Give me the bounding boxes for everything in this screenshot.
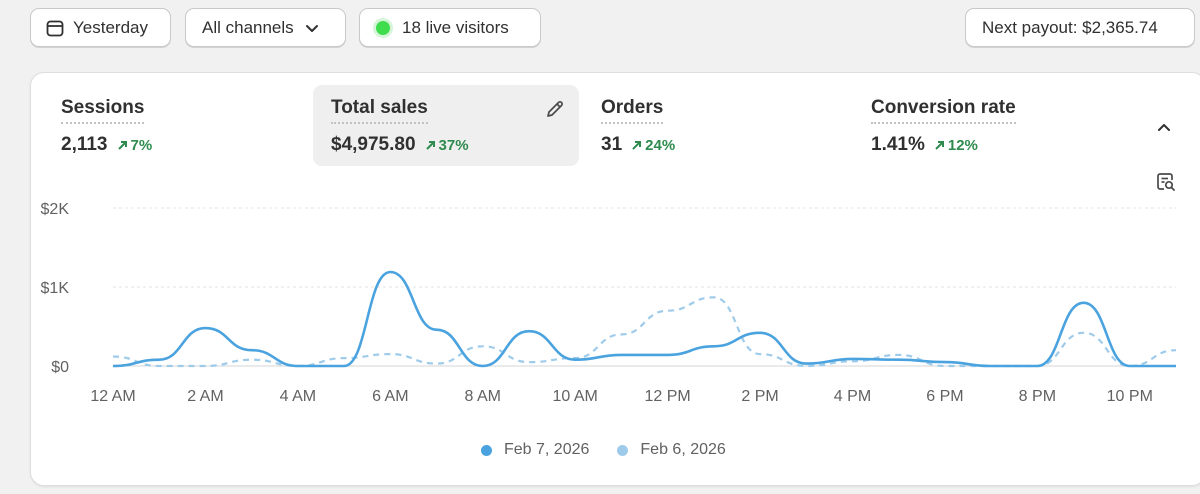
metric-value: 2,113 xyxy=(61,134,108,155)
metric-change-value: 37% xyxy=(438,136,469,154)
legend-label: Feb 6, 2026 xyxy=(640,441,726,458)
x-tick-label: 8 AM xyxy=(465,388,501,405)
metric-sessions[interactable]: Sessions 2,113 7% xyxy=(43,85,309,166)
metric-change-value: 7% xyxy=(130,136,153,154)
metric-change-value: 24% xyxy=(645,136,676,154)
x-tick-label: 4 PM xyxy=(834,388,871,405)
next-payout-button[interactable]: Next payout: $2,365.74 xyxy=(965,8,1195,47)
arrow-up-right-icon xyxy=(935,140,944,150)
metric-label[interactable]: Orders xyxy=(601,97,664,124)
metric-orders[interactable]: Orders 31 24% xyxy=(583,85,849,166)
chevron-up-icon[interactable] xyxy=(1155,118,1173,136)
legend-item-primary[interactable]: Feb 7, 2026 xyxy=(481,441,589,459)
analytics-card: Sessions 2,113 7% Total sales $4,975.80 … xyxy=(30,72,1200,486)
legend-item-comparison[interactable]: Feb 6, 2026 xyxy=(617,441,726,459)
metric-total-sales[interactable]: Total sales $4,975.80 37% xyxy=(313,85,579,166)
y-tick-label: $0 xyxy=(51,359,69,376)
legend-label: Feb 7, 2026 xyxy=(504,441,590,458)
x-tick-label: 12 PM xyxy=(644,388,690,405)
y-tick-label: $1K xyxy=(41,280,70,297)
x-tick-label: 10 PM xyxy=(1107,388,1153,405)
metric-conversion-rate[interactable]: Conversion rate 1.41% 12% xyxy=(853,85,1119,166)
next-payout-label: Next payout: $2,365.74 xyxy=(982,17,1158,37)
x-tick-label: 6 AM xyxy=(372,388,408,405)
series-line-feb-7 xyxy=(112,270,1176,368)
metric-label[interactable]: Total sales xyxy=(331,97,428,124)
arrow-up-right-icon xyxy=(117,140,127,150)
arrow-up-right-icon xyxy=(632,140,642,150)
arrow-up-right-icon xyxy=(425,140,435,150)
x-tick-label: 4 AM xyxy=(280,388,316,405)
calendar-icon xyxy=(46,20,64,36)
metric-label[interactable]: Sessions xyxy=(61,97,145,124)
metric-label[interactable]: Conversion rate xyxy=(871,97,1016,124)
metric-value: 1.41% xyxy=(871,134,925,155)
metric-value: $4,975.80 xyxy=(331,134,416,155)
metric-change: 7% xyxy=(117,136,153,154)
pencil-icon[interactable] xyxy=(545,99,565,119)
chart-analyze-icon[interactable] xyxy=(1155,171,1177,193)
x-tick-label: 2 PM xyxy=(741,388,778,405)
x-tick-label: 10 AM xyxy=(552,388,597,405)
live-status-dot-icon xyxy=(376,20,390,35)
chevron-down-icon xyxy=(305,24,318,32)
x-tick-label: 2 AM xyxy=(187,388,223,405)
sales-line-chart: $0 $1K $2K 12 AM 2 AM 4 AM 6 AM 8 AM 10 AM 12 PM… xyxy=(41,201,1177,405)
metric-change: 24% xyxy=(631,137,675,154)
legend-dot-icon xyxy=(481,444,492,456)
metric-change: 37% xyxy=(425,137,469,154)
x-tick-label: 6 PM xyxy=(926,388,963,405)
channels-dropdown[interactable]: All channels xyxy=(185,8,346,47)
metric-change-value: 12% xyxy=(947,136,978,154)
metric-change: 12% xyxy=(934,137,978,154)
x-tick-label: 12 AM xyxy=(90,388,135,405)
y-tick-label: $2K xyxy=(41,201,70,218)
live-visitors-label: 18 live visitors xyxy=(402,17,509,37)
chart-legend: Feb 7, 2026 Feb 6, 2026 xyxy=(481,441,754,459)
x-tick-label: 8 PM xyxy=(1019,388,1056,405)
date-range-label: Yesterday xyxy=(73,17,148,37)
legend-dot-icon xyxy=(617,444,629,456)
date-range-button[interactable]: Yesterday xyxy=(30,8,171,47)
live-visitors-button[interactable]: 18 live visitors xyxy=(359,8,541,47)
metric-value: 31 xyxy=(601,134,623,155)
channels-label: All channels xyxy=(202,17,294,37)
